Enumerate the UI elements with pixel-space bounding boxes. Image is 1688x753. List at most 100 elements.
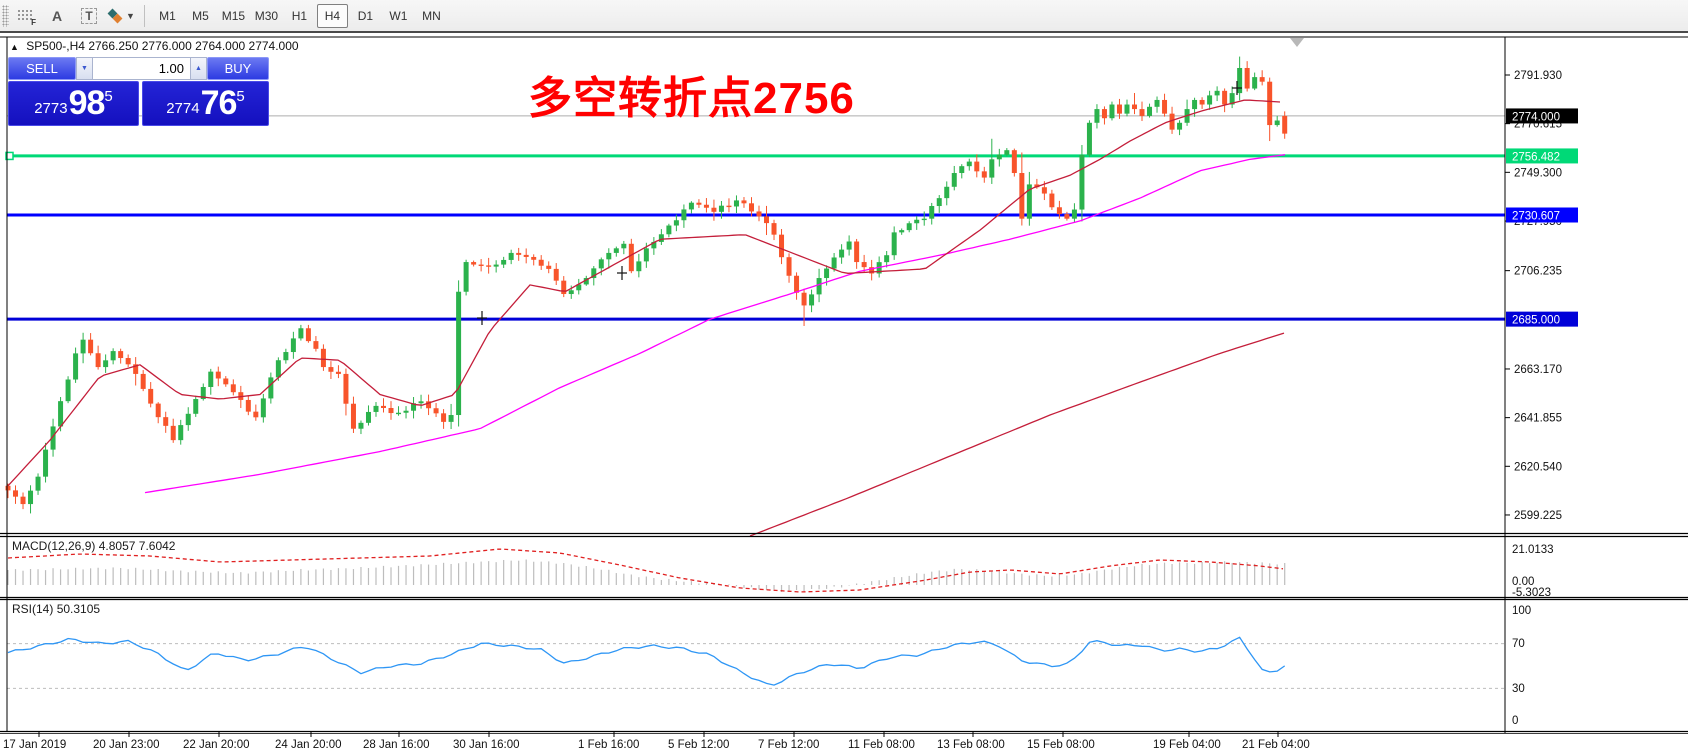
candle-body <box>448 415 454 422</box>
time-axis-label: 20 Jan 23:00 <box>93 739 160 751</box>
timeframe-button-m30[interactable]: M30 <box>254 8 279 23</box>
candle-body <box>741 200 747 204</box>
candle-body <box>643 248 649 262</box>
magenta-ma-line <box>144 154 1286 494</box>
candle-body <box>426 401 432 409</box>
text-object-icon[interactable]: T <box>76 4 102 28</box>
candle-body <box>1079 154 1085 210</box>
timeframe-button-m15[interactable]: M15 <box>221 8 246 23</box>
text-label-icon[interactable]: A <box>51 7 63 24</box>
candle-body <box>944 186 950 199</box>
candle-body <box>13 490 19 497</box>
volume-increase-button[interactable]: ▲ <box>190 57 207 80</box>
candle-body <box>178 425 184 441</box>
one-click-trade-widget: SELL ▼ 1.00 ▲ BUY 2773 98 5 2774 76 5 <box>8 57 269 126</box>
candle-body <box>456 291 462 416</box>
candle-body <box>1124 104 1130 114</box>
candle-body <box>996 154 1002 160</box>
candle-body <box>1064 214 1070 219</box>
candle-body <box>628 243 634 272</box>
hline-handle[interactable] <box>5 151 14 161</box>
candle-body <box>718 205 724 212</box>
candle-body <box>1011 150 1017 174</box>
buy-button[interactable]: BUY <box>207 57 269 80</box>
candle-body <box>125 358 131 365</box>
candle-body <box>688 202 694 210</box>
candle-body <box>441 413 447 422</box>
collapse-triangle-icon[interactable]: ▲ <box>10 42 19 52</box>
ohlc-high: 2776.000 <box>141 39 192 53</box>
ask-price-panel[interactable]: 2774 76 5 <box>141 81 269 126</box>
price-axis-box <box>1506 148 1578 164</box>
timeframe-button-w1[interactable]: W1 <box>389 8 408 23</box>
candle-body <box>155 403 161 418</box>
candle-body <box>163 417 169 426</box>
rsi-value: 50.3105 <box>56 602 101 616</box>
candle-body <box>809 294 815 306</box>
timeframe-button-d1[interactable]: D1 <box>357 8 374 23</box>
candle-body <box>861 262 867 268</box>
timeframe-button-m1[interactable]: M1 <box>159 8 176 23</box>
candle-body <box>411 403 417 411</box>
macd-main-value: 4.8057 <box>98 539 136 553</box>
candle-body <box>215 371 221 379</box>
candle-body <box>1004 150 1010 155</box>
candle-body <box>1162 99 1168 114</box>
candle-body <box>1252 77 1258 89</box>
toolbar-separator <box>143 4 145 27</box>
time-axis-label: 22 Jan 20:00 <box>183 739 250 751</box>
volume-decrease-button[interactable]: ▼ <box>76 57 93 80</box>
chart-text-annotation[interactable]: 多空转折点2756 <box>528 74 855 123</box>
candle-body <box>358 422 364 429</box>
candle-body <box>1222 90 1228 105</box>
candle-body <box>959 166 965 174</box>
timeframe-button-mn[interactable]: MN <box>422 8 441 23</box>
timeframe-button-h4[interactable]: H4 <box>316 3 348 28</box>
candle-body <box>1109 104 1115 119</box>
candle-body <box>929 206 935 219</box>
volume-input[interactable]: 1.00 <box>93 57 190 80</box>
candle-body <box>1214 90 1220 96</box>
candle-body <box>328 367 334 372</box>
arrow-objects-icon[interactable]: ▼ <box>107 4 135 28</box>
candle-body <box>771 223 777 235</box>
candle-body <box>103 360 109 368</box>
time-axis-label: 15 Feb 08:00 <box>1027 739 1095 751</box>
candle-body <box>118 351 124 359</box>
scroll-to-end-icon[interactable] <box>1290 38 1304 47</box>
candle-body <box>208 371 214 388</box>
price-axis-box-label: 2756.482 <box>1512 151 1560 163</box>
macd-axis-label: -5.3023 <box>1512 587 1551 599</box>
candle-body <box>523 254 529 257</box>
time-axis-label: 7 Feb 12:00 <box>758 739 819 751</box>
candle-body <box>185 413 191 426</box>
candle-body <box>65 379 71 402</box>
candle-body <box>418 401 424 404</box>
bid-price-panel[interactable]: 2773 98 5 <box>8 81 139 126</box>
candle-body <box>43 449 49 477</box>
price-levels-icon[interactable]: F <box>12 4 38 28</box>
candle-body <box>936 198 942 207</box>
candle-body <box>658 234 664 242</box>
candle-body <box>1244 67 1250 89</box>
price-axis-box-label: 2685.000 <box>1512 315 1560 327</box>
candle-body <box>801 292 807 306</box>
price-axis-box-label: 2730.607 <box>1512 211 1560 223</box>
symbol-name: SP500-,H4 <box>26 39 85 53</box>
candle-body <box>591 268 597 279</box>
candle-body <box>1192 99 1198 110</box>
toolbar-drag-handle[interactable] <box>2 4 9 27</box>
candle-body <box>283 352 289 361</box>
candle-body <box>733 200 739 207</box>
timeframe-button-m5[interactable]: M5 <box>192 8 209 23</box>
time-axis-label: 13 Feb 08:00 <box>937 739 1005 751</box>
rsi-indicator-label: RSI(14) 50.3105 <box>12 602 100 616</box>
candle-body <box>110 351 116 361</box>
candle-body <box>298 328 304 339</box>
candle-body <box>613 248 619 253</box>
sell-button[interactable]: SELL <box>8 57 76 80</box>
timeframe-button-h1[interactable]: H1 <box>291 8 308 23</box>
price-axis-box <box>1506 108 1578 124</box>
candle-body <box>561 280 567 295</box>
